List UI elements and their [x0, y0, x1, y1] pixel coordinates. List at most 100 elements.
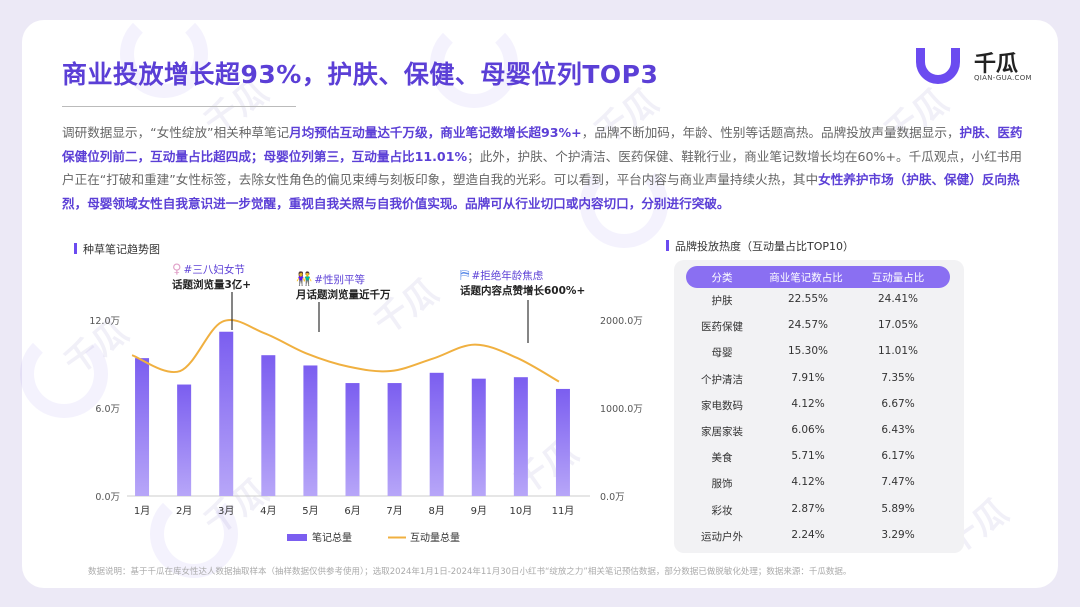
x-tick-label: 10月: [509, 505, 532, 517]
table-cell: 11.01%: [877, 345, 919, 358]
table-row: 美食 5.71% 6.17%: [674, 444, 964, 470]
bar-9月: [471, 378, 486, 496]
table-cell: 个护清洁: [701, 373, 743, 386]
page-title: 商业投放增长超93%，护肤、保健、母婴位列TOP3: [62, 60, 659, 89]
x-tick-label: 3月: [218, 505, 234, 517]
bar-2月: [177, 384, 192, 496]
logo-name: 千瓜: [974, 52, 1019, 77]
table-cell: 22.55%: [787, 293, 829, 305]
bar-1月: [135, 358, 150, 496]
legend-bar-label: 笔记总量: [312, 531, 352, 544]
table-cell: 15.30%: [787, 345, 829, 358]
left-axis-tick-label: 0.0万: [95, 492, 120, 503]
table-cell: 24.57%: [787, 319, 829, 332]
summary-text: ，品牌不断加码，年龄、性别等话题高热。品牌投放声量数据显示，: [581, 125, 960, 140]
legend-line-label: 互动量总量: [410, 531, 460, 544]
left-axis-tick-label: 12.0万: [89, 316, 120, 327]
x-tick-label: 4月: [260, 505, 276, 517]
table-cell: 母婴: [711, 347, 733, 360]
table-cell: 护肤: [711, 295, 733, 307]
callout-tag: #性别平等: [314, 274, 365, 286]
summary-highlight: 护肤、医药保健位列前二，互动量占比超四成；母婴位列第三，互动量占比11.01%: [62, 125, 1023, 164]
table-cell: 运动户外: [701, 530, 743, 543]
right-axis-tick-label: 2000.0万: [600, 316, 643, 327]
chart-section-title: 种草笔记趋势图: [74, 241, 160, 257]
table-cell: 6.17%: [881, 450, 915, 463]
bar-5月: [303, 365, 318, 496]
table-cell: 24.41%: [877, 293, 919, 305]
bar-8月: [429, 372, 444, 496]
bar-7月: [387, 383, 402, 496]
x-tick-label: 5月: [302, 505, 318, 517]
summary-paragraph: 调研数据显示，“女性绽放”相关种草笔记月均预估互动量达千万级，商业笔记数增长超9…: [62, 121, 1032, 215]
table-header-cell: 互动量占比: [871, 272, 925, 284]
table-header-cell: 商业笔记数占比: [769, 272, 843, 284]
table-cell: 4.12%: [791, 476, 825, 489]
table-cell: 4.12%: [791, 397, 825, 410]
table-row: 个护清洁 7.91% 7.35%: [674, 366, 964, 392]
legend-bar-swatch: [287, 534, 307, 541]
table-row: 服饰 4.12% 7.47%: [674, 470, 964, 496]
summary-text: ；此外，护肤、个护清洁、医药保健、鞋靴行业，商业笔记数增长均在60%+。千瓜观点…: [62, 148, 1022, 188]
table-cell: 6.43%: [881, 424, 915, 436]
right-axis-tick-label: 1000.0万: [600, 404, 643, 415]
table-row: 护肤 22.55% 24.41%: [674, 287, 964, 313]
callout-gender-equality: 👫 #性别平等 月话题浏览量近千万: [296, 272, 391, 303]
table-cell: 美食: [711, 452, 733, 465]
title-divider: [62, 106, 296, 107]
table-cell: 家电数码: [701, 399, 743, 412]
table-cell: 彩妆: [711, 504, 733, 517]
bar-4月: [261, 355, 276, 496]
signpost-icon: ⛿: [460, 268, 470, 283]
female-symbol-icon: ♀: [172, 262, 182, 277]
people-icon: 👫: [296, 272, 313, 287]
x-tick-label: 8月: [428, 505, 444, 517]
table-cell: 6.06%: [791, 424, 825, 436]
table-row: 医药保健 24.57% 17.05%: [674, 313, 964, 339]
table-cell: 2.24%: [791, 528, 825, 541]
callout-tag: #三八妇女节: [183, 264, 245, 276]
table-cell: 6.67%: [881, 397, 915, 410]
table-section-title: 品牌投放热度（互动量占比TOP10）: [666, 238, 854, 254]
brand-heat-table: 分类 商业笔记数占比 互动量占比 护肤 22.55% 24.41% 医药保健 24.57…: [674, 260, 964, 553]
right-axis-tick-label: 0.0万: [600, 492, 625, 503]
callout-womens-day: ♀ #三八妇女节 话题浏览量3亿+: [172, 262, 251, 293]
bar-6月: [345, 383, 360, 496]
table-cell: 3.29%: [881, 528, 915, 541]
callout-desc: 话题浏览量3亿+: [172, 279, 252, 291]
callout-age-anxiety: ⛿ #拒绝年龄焦虑 话题内容点赞增长600%+: [460, 268, 585, 299]
logo-mark-icon: [916, 48, 960, 84]
x-tick-label: 9月: [471, 505, 487, 517]
summary-text: 调研数据显示，“女性绽放”相关种草笔记: [62, 125, 290, 140]
callout-desc: 月话题浏览量近千万: [296, 289, 391, 301]
table-cell: 7.35%: [881, 371, 915, 384]
callout-tag: #拒绝年龄焦虑: [471, 270, 544, 282]
table-header: 分类 商业笔记数占比 互动量占比: [686, 266, 950, 288]
left-axis-tick-label: 6.0万: [95, 404, 120, 415]
table-row: 家电数码 4.12% 6.67%: [674, 392, 964, 418]
bar-3月: [219, 331, 234, 496]
callout-desc: 话题内容点赞增长600%+: [460, 285, 586, 297]
table-row: 彩妆 2.87% 5.89%: [674, 497, 964, 523]
table-header-cell: 分类: [711, 272, 733, 284]
table-cell: 2.87%: [791, 502, 825, 515]
x-tick-label: 6月: [344, 505, 360, 517]
x-tick-label: 7月: [386, 505, 402, 517]
series-line-interaction: [131, 319, 560, 383]
table-cell: 服饰: [711, 478, 733, 491]
table-row: 家居家装 6.06% 6.43%: [674, 418, 964, 444]
brand-logo: 千瓜 QIAN-GUA.COM: [916, 44, 1034, 88]
bar-10月: [513, 377, 528, 496]
table-cell: 5.89%: [881, 502, 915, 515]
data-footnote: 数据说明：基于千瓜在库女性达人数据抽取样本（抽样数据仅供参考使用）；选取2024…: [88, 567, 852, 577]
x-tick-label: 11月: [552, 505, 575, 517]
x-tick-label: 1月: [134, 505, 150, 517]
summary-highlight: 女性养护市场（护肤、保健）反向热烈，母婴领域女性自我意识进一步觉醒，重视自我关照…: [62, 172, 1020, 211]
x-tick-label: 2月: [176, 505, 192, 517]
table-cell: 家居家装: [701, 426, 743, 438]
table-cell: 7.91%: [791, 371, 825, 384]
table-cell: 17.05%: [877, 319, 919, 332]
table-cell: 医药保健: [701, 321, 743, 334]
summary-highlight: 月均预估互动量达千万级，商业笔记数增长超93%+: [289, 125, 582, 140]
